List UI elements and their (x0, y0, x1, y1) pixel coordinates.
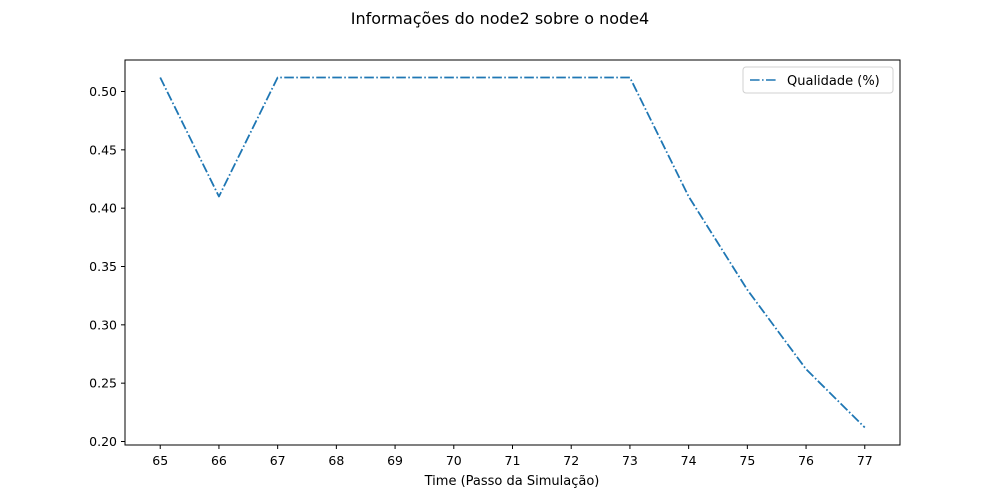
chart-title: Informações do node2 sobre o node4 (351, 9, 649, 28)
x-tick-label: 75 (739, 453, 755, 468)
y-tick-label: 0.35 (89, 259, 117, 274)
y-tick-label: 0.20 (89, 434, 117, 449)
y-tick-label: 0.45 (89, 142, 117, 157)
y-tick-label: 0.50 (89, 84, 117, 99)
x-tick-label: 71 (505, 453, 521, 468)
y-tick-label: 0.30 (89, 317, 117, 332)
x-tick-label: 77 (857, 453, 873, 468)
x-tick-label: 66 (211, 453, 227, 468)
x-axis: 65 66 67 68 69 70 71 72 73 74 75 76 77 (152, 445, 873, 468)
series-line (159, 76, 866, 429)
plot-area (124, 59, 901, 446)
legend: Qualidade (%) (742, 66, 894, 94)
series-layer (159, 76, 866, 429)
x-tick-label: 73 (622, 453, 638, 468)
x-tick-label: 74 (681, 453, 697, 468)
y-tick-label: 0.40 (89, 201, 117, 216)
x-tick-label: 70 (446, 453, 462, 468)
x-tick-label: 67 (270, 453, 286, 468)
y-tick-label: 0.25 (89, 376, 117, 391)
legend-label: Qualidade (%) (787, 74, 880, 89)
x-tick-label: 72 (563, 453, 579, 468)
legend-box (742, 66, 894, 94)
x-axis-label: Time (Passo da Simulação) (424, 474, 600, 489)
x-tick-label: 68 (328, 453, 344, 468)
x-tick-label: 76 (798, 453, 814, 468)
x-tick-label: 65 (152, 453, 168, 468)
y-axis: 0.20 0.25 0.30 0.35 0.40 0.45 0.50 (89, 84, 125, 449)
x-tick-label: 69 (387, 453, 403, 468)
